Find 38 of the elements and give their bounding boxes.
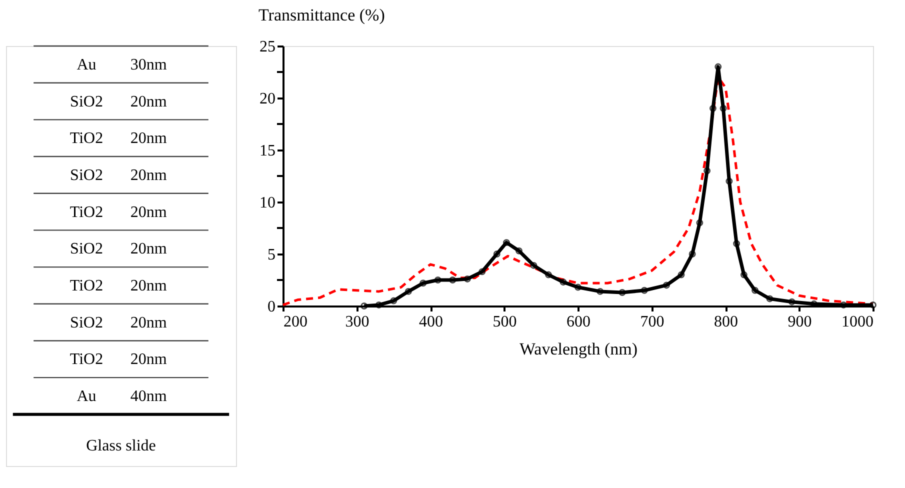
y-tick-label: 15 (260, 142, 276, 160)
x-tick-label: 500 (492, 314, 517, 330)
x-tick-label: 600 (566, 314, 590, 330)
x-tick-label: 1000 (842, 314, 874, 330)
text: 20nm (130, 314, 168, 332)
x-tick-label: 300 (345, 314, 370, 330)
text: 20nm (130, 351, 168, 368)
x-tick-label: 700 (640, 314, 664, 330)
text: SiO2 (70, 166, 103, 184)
text: 20nm (130, 93, 168, 110)
y-tick-label: 25 (260, 38, 276, 56)
x-tick-label: 800 (714, 314, 738, 330)
x-tick-label: 900 (788, 314, 812, 330)
text: 20nm (130, 277, 168, 294)
text: 20nm (130, 204, 168, 221)
y-axis-title: Transmittance (%) (258, 6, 385, 24)
text: Glass slide (86, 438, 156, 455)
text: 30nm (130, 56, 168, 74)
y-tick-label: 5 (268, 246, 276, 264)
y-tick-label: 20 (260, 90, 276, 108)
x-tick-label: 400 (419, 314, 443, 330)
text: TiO2 (70, 204, 104, 221)
text: SiO2 (70, 93, 103, 110)
text: TiO2 (70, 351, 104, 368)
text: Au (76, 388, 96, 405)
text: 20nm (130, 166, 168, 184)
text: SiO2 (70, 240, 103, 258)
x-tick-label: 200 (284, 314, 308, 330)
text: 20nm (130, 130, 168, 148)
y-tick-label: 0 (268, 298, 276, 316)
y-tick-label: 10 (260, 194, 276, 212)
x-axis-title: Wavelength (nm) (519, 340, 638, 358)
text: SiO2 (70, 314, 103, 332)
text: TiO2 (70, 277, 104, 294)
text: Au (76, 56, 96, 74)
text: 40nm (130, 388, 168, 405)
text: 20nm (130, 240, 168, 258)
text: TiO2 (70, 130, 104, 148)
